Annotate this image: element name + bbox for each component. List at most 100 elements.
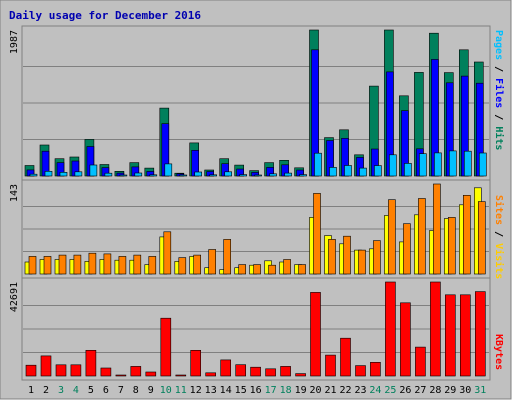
bar-kbytes-day-15 [235, 364, 246, 377]
bar-sites-day-3 [58, 254, 67, 275]
bar-kbytes-day-29 [444, 294, 456, 377]
bar-pages-day-5 [89, 164, 98, 177]
bar-sites-day-9 [148, 256, 157, 275]
bar-kbytes-day-28 [430, 281, 441, 377]
bars [24, 29, 487, 377]
bar-pages-day-8 [134, 172, 143, 177]
bar-sites-day-4 [73, 254, 82, 275]
bar-kbytes-day-16 [250, 366, 261, 377]
bar-sites-day-15 [238, 264, 246, 275]
x-tick-label: 21 [324, 385, 336, 396]
bar-pages-day-11 [179, 174, 188, 177]
bar-pages-day-10 [164, 163, 173, 177]
bar-sites-day-27 [418, 198, 426, 275]
bar-pages-day-7 [119, 174, 128, 177]
bar-kbytes-day-22 [340, 337, 351, 377]
bar-sites-day-28 [433, 183, 441, 275]
bar-pages-day-14 [224, 171, 232, 177]
bar-sites-day-8 [133, 254, 142, 275]
bar-kbytes-day-26 [400, 302, 411, 377]
bar-kbytes-day-31 [474, 291, 486, 377]
bar-sites-day-14 [223, 239, 231, 275]
x-tick-label: 13 [205, 385, 217, 396]
bar-kbytes-day-10 [160, 317, 172, 377]
bar-pages-day-27 [419, 153, 427, 177]
x-axis-labels: 1 2 3 4 5 6 7 8 9 10 11 12 13 14 15 16 17 18 19 20 21 22 23 24 2… [28, 385, 486, 396]
bar-pages-day-24 [374, 165, 382, 177]
visitors-legend: Sites / Visits [493, 195, 505, 279]
bar-kbytes-day-2 [40, 355, 52, 377]
bar-pages-day-18 [284, 172, 292, 177]
bar-pages-day-26 [404, 163, 412, 177]
bar-sites-day-22 [343, 235, 351, 275]
bar-kbytes-day-7 [115, 374, 127, 377]
bar-sites-day-11 [178, 257, 187, 275]
bar-sites-day-21 [328, 239, 336, 275]
bar-sites-day-10 [163, 231, 172, 275]
bar-sites-day-23 [358, 249, 366, 275]
legend-kbytes: KBytes [493, 334, 504, 370]
bar-pages-day-6 [104, 172, 113, 177]
bar-pages-day-12 [194, 171, 202, 177]
legend-files: Files [493, 78, 505, 108]
gridlines [23, 66, 489, 353]
bar-sites-day-30 [462, 195, 471, 275]
kbytes-ymax-label: 42691 [9, 282, 20, 312]
x-tick-label: 4 [73, 385, 79, 396]
x-tick-label: 22 [339, 385, 351, 396]
bar-pages-day-9 [149, 174, 158, 177]
bar-kbytes-day-23 [355, 365, 366, 377]
bar-sites-day-5 [88, 252, 97, 275]
bar-sites-day-13 [208, 249, 216, 275]
visitors-ymax-label: 143 [9, 184, 20, 202]
x-tick-label: 2 [43, 385, 49, 396]
bar-kbytes-day-30 [459, 294, 471, 377]
bar-kbytes-day-4 [70, 364, 82, 377]
x-tick-label: 9 [148, 385, 154, 396]
bar-kbytes-day-1 [25, 364, 37, 377]
x-tick-label: 8 [133, 385, 139, 396]
legend-sites: Sites [493, 195, 505, 225]
bar-kbytes-day-17 [265, 368, 276, 377]
chart-title: Daily usage for December 2016 [9, 9, 201, 22]
bar-kbytes-day-25 [385, 281, 396, 377]
x-tick-label: 28 [429, 385, 441, 396]
bar-pages-day-2 [44, 171, 53, 177]
legend-hits: Hits [493, 126, 505, 150]
bar-kbytes-day-12 [190, 349, 201, 377]
bar-kbytes-day-18 [280, 366, 291, 377]
bar-sites-day-6 [103, 253, 112, 275]
bar-sites-day-12 [193, 254, 201, 275]
bar-kbytes-day-6 [100, 367, 112, 377]
kbytes-legend: KBytes [493, 334, 504, 370]
bar-pages-day-22 [344, 165, 352, 177]
bar-pages-day-21 [329, 167, 337, 177]
requests-ymax-label: 1987 [9, 30, 20, 54]
bar-sites-day-31 [477, 201, 486, 275]
bar-pages-day-15 [239, 174, 247, 177]
bar-sites-day-29 [447, 217, 456, 275]
bar-kbytes-day-21 [325, 354, 336, 377]
bar-pages-day-19 [299, 174, 307, 177]
legend-pages: Pages [493, 30, 504, 60]
bar-pages-day-25 [389, 154, 397, 177]
bar-sites-day-2 [43, 256, 52, 275]
x-tick-label: 19 [295, 385, 307, 396]
legend-visits: Visits [493, 243, 505, 279]
x-tick-label: 23 [354, 385, 366, 396]
x-tick-label: 31 [474, 385, 486, 396]
x-tick-label: 5 [88, 385, 94, 396]
bar-pages-day-3 [59, 172, 68, 177]
bar-sites-day-18 [283, 259, 291, 275]
bar-pages-day-23 [359, 167, 367, 177]
x-tick-label: 11 [175, 385, 187, 396]
x-tick-label: 6 [103, 385, 109, 396]
x-tick-label: 14 [220, 385, 232, 396]
bar-sites-day-19 [298, 264, 306, 275]
bar-kbytes-day-14 [220, 359, 231, 377]
bar-sites-day-25 [388, 199, 396, 275]
bar-sites-day-7 [118, 256, 127, 275]
x-tick-label: 10 [160, 385, 172, 396]
bar-pages-day-20 [314, 152, 322, 177]
